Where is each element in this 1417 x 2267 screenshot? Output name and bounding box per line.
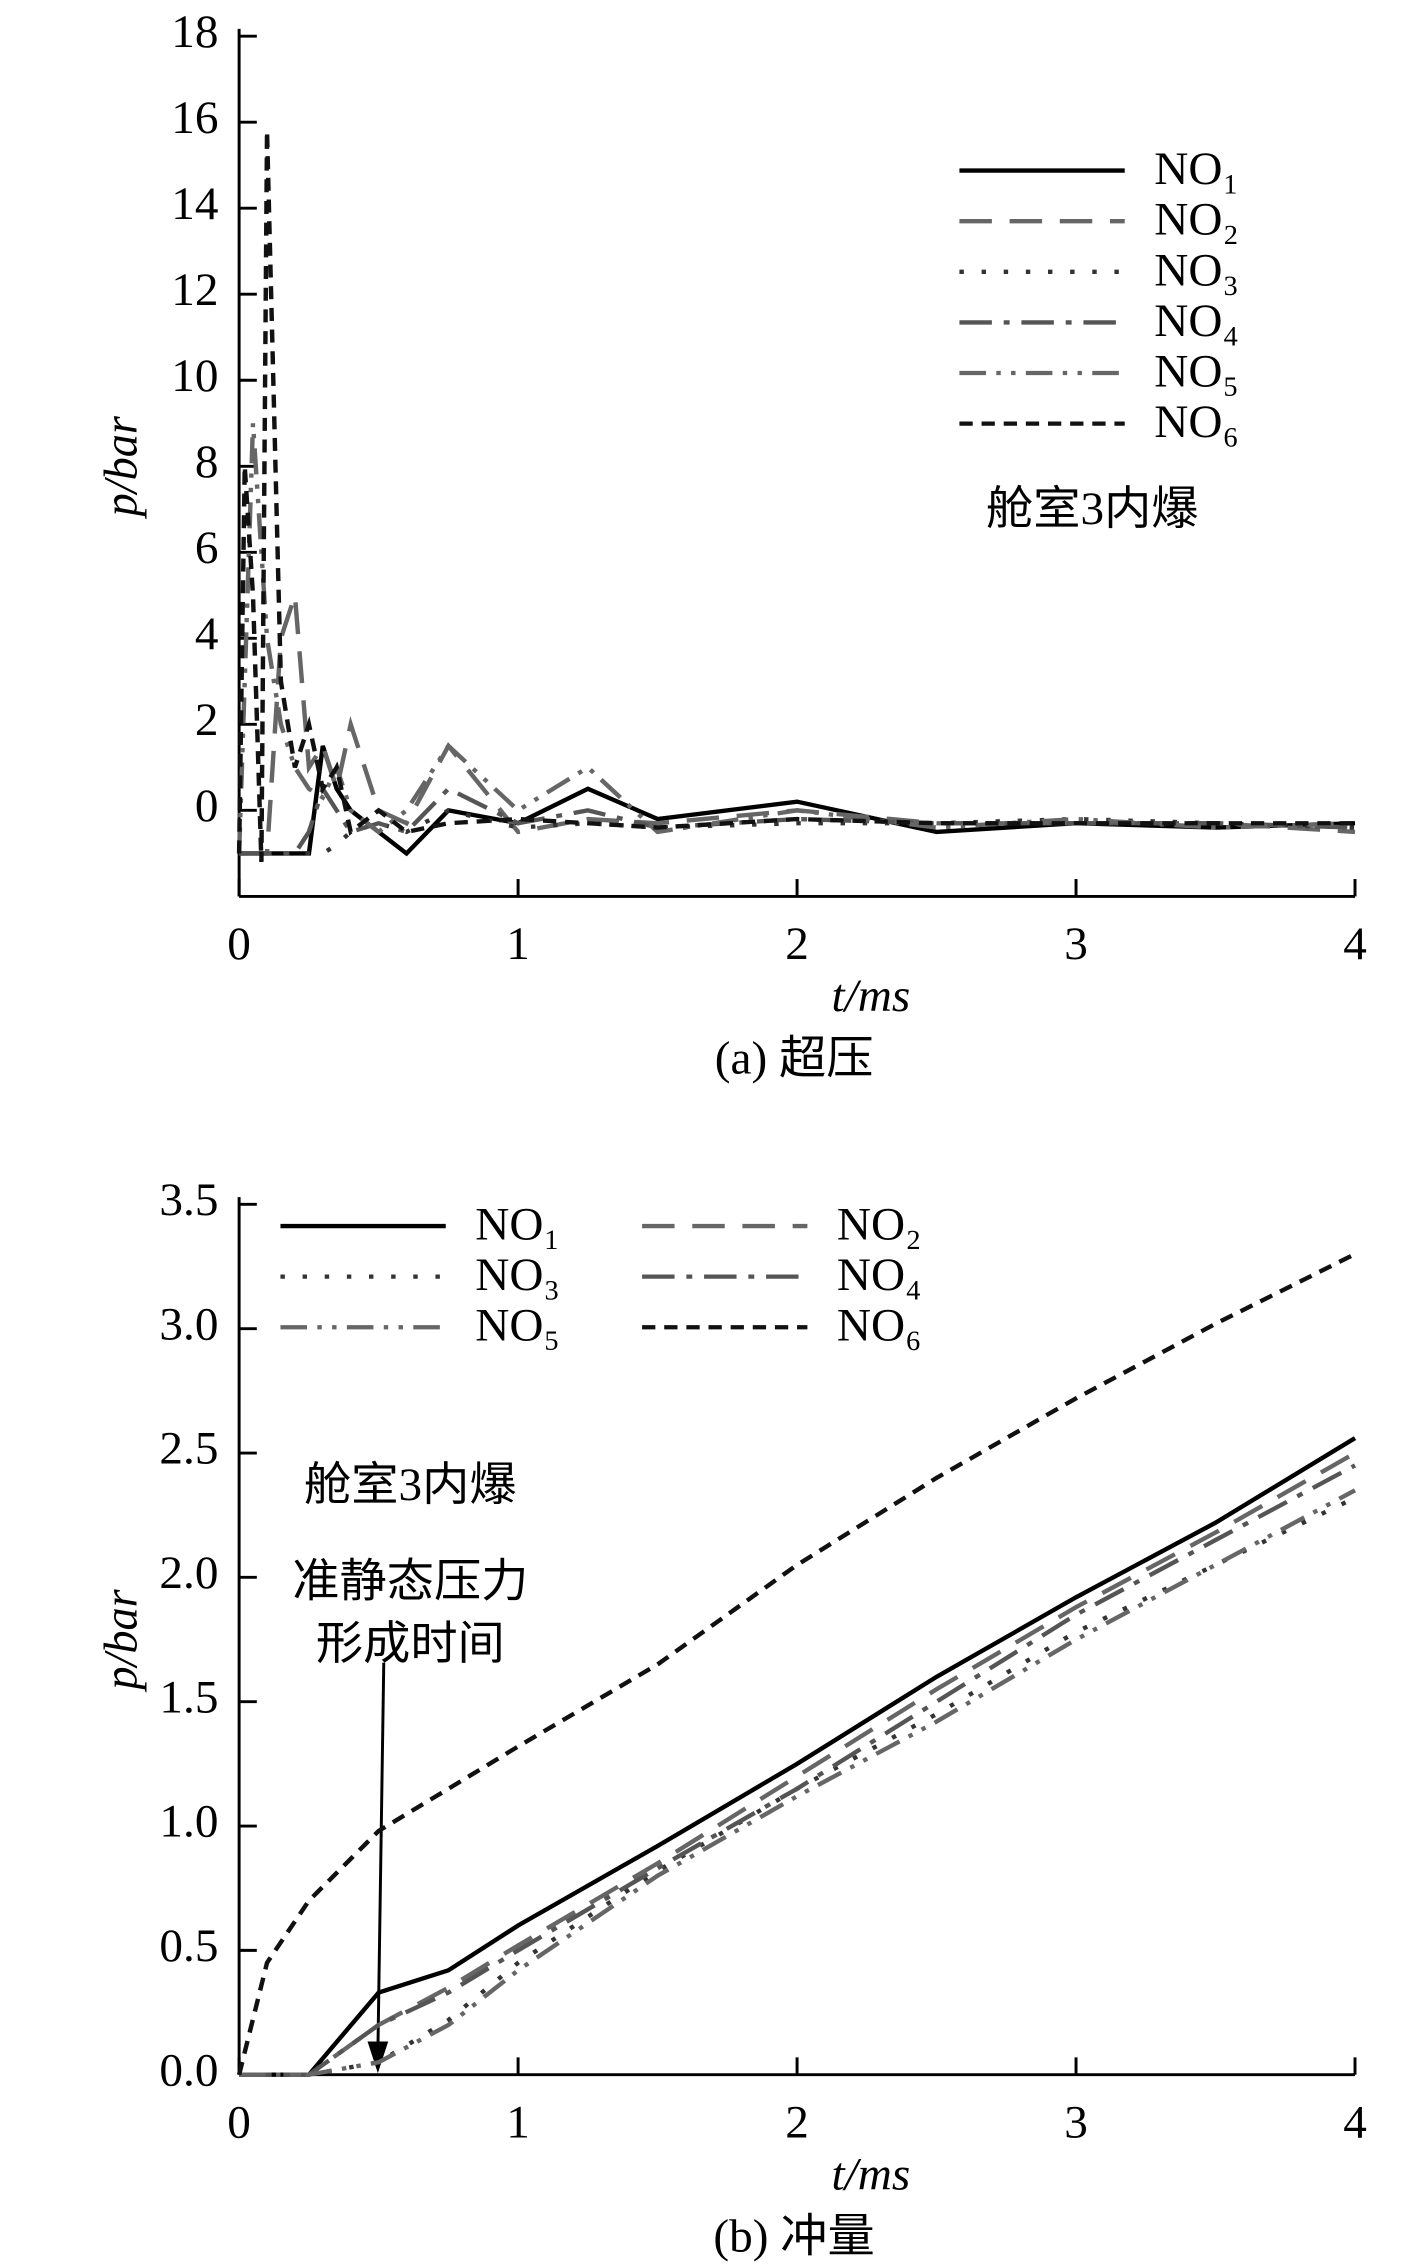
series-line <box>239 594 1356 856</box>
annotation: 准静态压力 <box>292 1556 528 1607</box>
y-tick-label: 0 <box>195 780 219 831</box>
x-tick-label: 1 <box>506 2097 530 2148</box>
y-tick-label: 2 <box>195 694 219 745</box>
annotation: 舱室3内爆 <box>304 1459 517 1510</box>
series-line <box>236 1252 1357 2076</box>
legend-label: NO₂ <box>837 1199 922 1250</box>
x-tick-label: 0 <box>227 918 251 969</box>
legend-label: NO₁ <box>1154 144 1239 195</box>
series-line <box>239 808 1356 856</box>
annotation-arrow <box>376 1662 386 2054</box>
x-tick-label: 3 <box>1064 2097 1088 2148</box>
legend-label: NO₃ <box>1154 245 1239 296</box>
x-tick-label: 4 <box>1343 918 1367 969</box>
y-tick-label: 2.5 <box>159 1423 218 1474</box>
y-tick-label: 16 <box>171 92 218 143</box>
y-tick-label: 3.0 <box>159 1299 218 1350</box>
legend-label: NO₆ <box>837 1300 922 1351</box>
arrow-head <box>367 2041 389 2074</box>
y-tick-label: 1.5 <box>159 1672 218 1723</box>
series-line <box>239 1463 1357 2077</box>
y-tick-label: 3.5 <box>159 1174 218 1225</box>
legend-label: NO₅ <box>475 1300 560 1351</box>
y-tick-label: 8 <box>195 436 219 487</box>
annotation: 舱室3内爆 <box>986 483 1199 534</box>
y-tick-label: 2.0 <box>159 1547 218 1598</box>
y-tick-label: 14 <box>171 178 218 229</box>
y-tick-label: 10 <box>171 350 218 401</box>
y-axis-label: p/bar <box>95 1589 148 1693</box>
x-tick-label: 4 <box>1343 2097 1367 2148</box>
legend-label: NO₆ <box>1154 397 1239 448</box>
y-tick-label: 4 <box>195 608 219 659</box>
y-tick-label: 0.0 <box>159 2045 218 2096</box>
y-axis-label: p/bar <box>95 415 148 519</box>
y-tick-label: 0.5 <box>159 1920 218 1971</box>
legend-label: NO₃ <box>475 1250 560 1301</box>
x-tick-label: 0 <box>227 2097 251 2148</box>
y-tick-label: 6 <box>195 522 219 573</box>
x-tick-label: 1 <box>506 918 530 969</box>
annotation: 形成时间 <box>316 1618 505 1669</box>
x-axis-label: t/ms <box>831 971 910 1022</box>
y-tick-label: 12 <box>171 264 218 315</box>
legend-label: NO₄ <box>1154 295 1239 346</box>
x-tick-label: 3 <box>1064 918 1088 969</box>
x-axis-label: t/ms <box>831 2149 910 2200</box>
x-tick-label: 2 <box>785 2097 809 2148</box>
legend-label: NO₂ <box>1154 194 1239 245</box>
series-line <box>239 1436 1357 2077</box>
legend-label: NO₁ <box>475 1199 560 1250</box>
legend-label: NO₄ <box>837 1250 922 1301</box>
y-tick-label: 1.0 <box>159 1796 218 1847</box>
x-tick-label: 2 <box>785 918 809 969</box>
series-line <box>236 130 1356 863</box>
legend-label: NO₅ <box>1154 346 1239 397</box>
y-tick-label: 18 <box>171 6 218 57</box>
series-line <box>239 745 1356 857</box>
caption: (a) 超压 <box>715 1033 874 1084</box>
caption: (b) 冲量 <box>713 2211 874 2262</box>
